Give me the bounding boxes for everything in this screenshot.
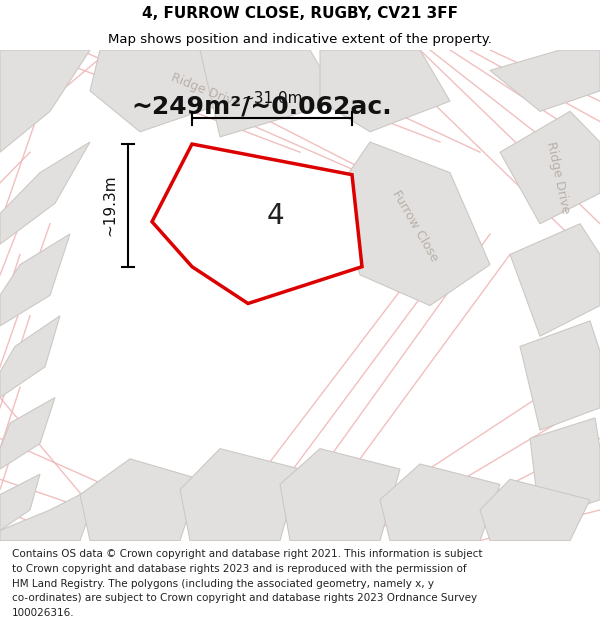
Text: Furrow Close: Furrow Close [389,188,440,264]
Polygon shape [152,144,362,304]
Polygon shape [200,50,340,137]
Text: ~31.0m: ~31.0m [241,91,303,106]
Polygon shape [0,234,70,326]
Polygon shape [530,418,600,520]
Polygon shape [520,321,600,430]
Polygon shape [0,474,40,531]
Text: ~249m²/~0.062ac.: ~249m²/~0.062ac. [131,94,392,118]
Polygon shape [490,50,600,111]
Polygon shape [0,316,60,398]
Text: 100026316.: 100026316. [12,608,74,618]
Text: 4: 4 [266,202,284,229]
Text: co-ordinates) are subject to Crown copyright and database rights 2023 Ordnance S: co-ordinates) are subject to Crown copyr… [12,593,477,603]
Text: ~19.3m: ~19.3m [103,174,118,236]
Polygon shape [90,50,230,132]
Polygon shape [280,449,400,541]
Polygon shape [335,142,490,306]
Polygon shape [0,398,55,469]
Text: 4, FURROW CLOSE, RUGBY, CV21 3FF: 4, FURROW CLOSE, RUGBY, CV21 3FF [142,6,458,21]
Polygon shape [180,449,300,541]
Text: Ridge Drive: Ridge Drive [544,141,572,215]
Polygon shape [80,459,200,541]
Text: Ridge Drive: Ridge Drive [169,71,241,111]
Polygon shape [320,50,450,132]
Text: HM Land Registry. The polygons (including the associated geometry, namely x, y: HM Land Registry. The polygons (includin… [12,579,434,589]
Text: to Crown copyright and database rights 2023 and is reproduced with the permissio: to Crown copyright and database rights 2… [12,564,467,574]
Polygon shape [0,50,90,152]
Text: Map shows position and indicative extent of the property.: Map shows position and indicative extent… [108,32,492,46]
Polygon shape [500,111,600,224]
Polygon shape [480,479,590,541]
Polygon shape [0,484,100,541]
Polygon shape [0,142,90,244]
Polygon shape [380,464,500,541]
Polygon shape [510,224,600,336]
Text: Contains OS data © Crown copyright and database right 2021. This information is : Contains OS data © Crown copyright and d… [12,549,482,559]
